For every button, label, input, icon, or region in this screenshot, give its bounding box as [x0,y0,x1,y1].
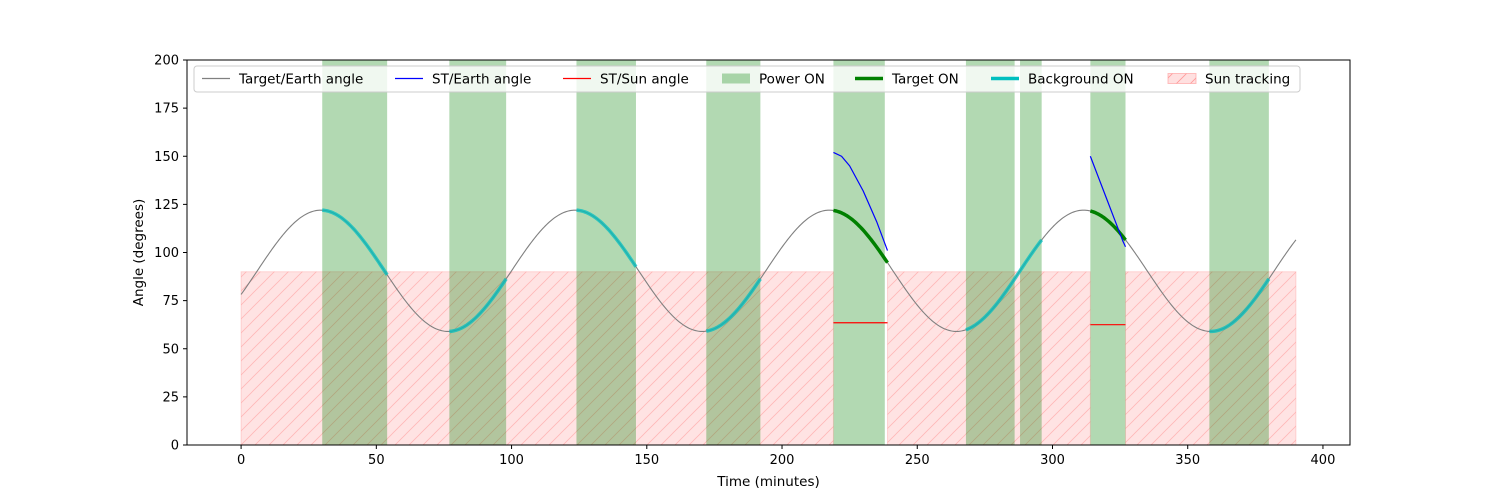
y-tick-label: 100 [154,246,179,261]
power-on-band [706,60,761,445]
legend-label: Target/Earth angle [238,72,363,88]
power-on-band [322,60,388,445]
legend-item: Power ON [722,72,825,88]
x-tick-label: 350 [1175,453,1200,468]
y-tick-label: 50 [162,342,179,357]
y-axis-label: Angle (degrees) [131,199,147,307]
legend-swatch-hatch [1168,73,1196,84]
background-on-segment [965,238,1044,332]
legend-item: ST/Sun angle [563,72,689,88]
st-earth-angle-line [1089,156,1127,247]
background-on-segment [449,277,508,334]
legend-label: Background ON [1028,72,1134,88]
x-tick-label: 100 [499,453,524,468]
x-tick-label: 200 [770,453,795,468]
axes: 0 50 100 150 200 250 300 350 400 0 25 50 75 100 125 150… [154,54,1335,469]
legend-item: Target ON [855,72,959,88]
legend-item: Background ON [991,72,1134,88]
x-axis-label: Time (minutes) [716,474,820,490]
power-on-band [449,60,507,445]
legend-label: ST/Earth angle [432,72,531,88]
y-tick-label: 0 [171,439,179,454]
background-on-segment [322,208,389,276]
y-tick-label: 25 [162,390,179,405]
x-tick-label: 300 [1040,453,1065,468]
background-on-segment [576,208,638,268]
data-lines [240,151,1297,334]
legend-item: ST/Earth angle [395,72,531,88]
legend-label: ST/Sun angle [600,72,689,88]
legend-swatch [722,73,750,84]
power-on-bands [322,60,1269,445]
power-on-band [1209,60,1269,445]
x-tick-label: 150 [634,453,659,468]
y-tick-label: 75 [162,294,179,309]
sun-tracking-areas [240,271,1297,445]
legend-label: Power ON [759,72,825,88]
st-earth-angle-line [833,151,889,251]
legend-label: Sun tracking [1205,72,1290,88]
legend-frame [193,65,1301,93]
legend: Target/Earth angle ST/Earth angle ST/Sun a… [193,65,1301,93]
y-tick-label: 200 [154,54,179,69]
sun-tracking-hatch [887,271,1091,445]
y-tick-label: 175 [154,102,179,117]
legend-item: Sun tracking [1167,72,1290,88]
power-on-band [833,60,885,445]
target-on-segment [833,208,889,264]
x-tick-label: 0 [237,453,245,468]
sun-tracking-hatch [1125,271,1296,445]
y-tick-label: 150 [154,150,179,165]
background-on-segment [705,277,762,333]
background-on-segment [1209,277,1271,334]
y-tick-label: 125 [154,198,179,213]
power-on-band [965,60,1015,445]
legend-item: Target/Earth angle [202,72,363,88]
x-tick-label: 250 [905,453,930,468]
sun-tracking-hatch [241,271,834,445]
x-tick-label: 50 [368,453,385,468]
x-tick-label: 400 [1311,453,1336,468]
legend-label: Target ON [891,72,959,88]
power-on-band [1090,60,1126,445]
